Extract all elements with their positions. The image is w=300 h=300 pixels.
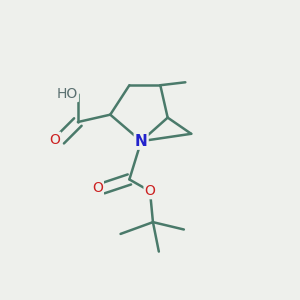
- Text: O: O: [145, 184, 155, 198]
- Text: O: O: [49, 133, 60, 147]
- Text: HO: HO: [57, 87, 78, 101]
- Text: O: O: [92, 181, 103, 195]
- Text: N: N: [135, 134, 148, 149]
